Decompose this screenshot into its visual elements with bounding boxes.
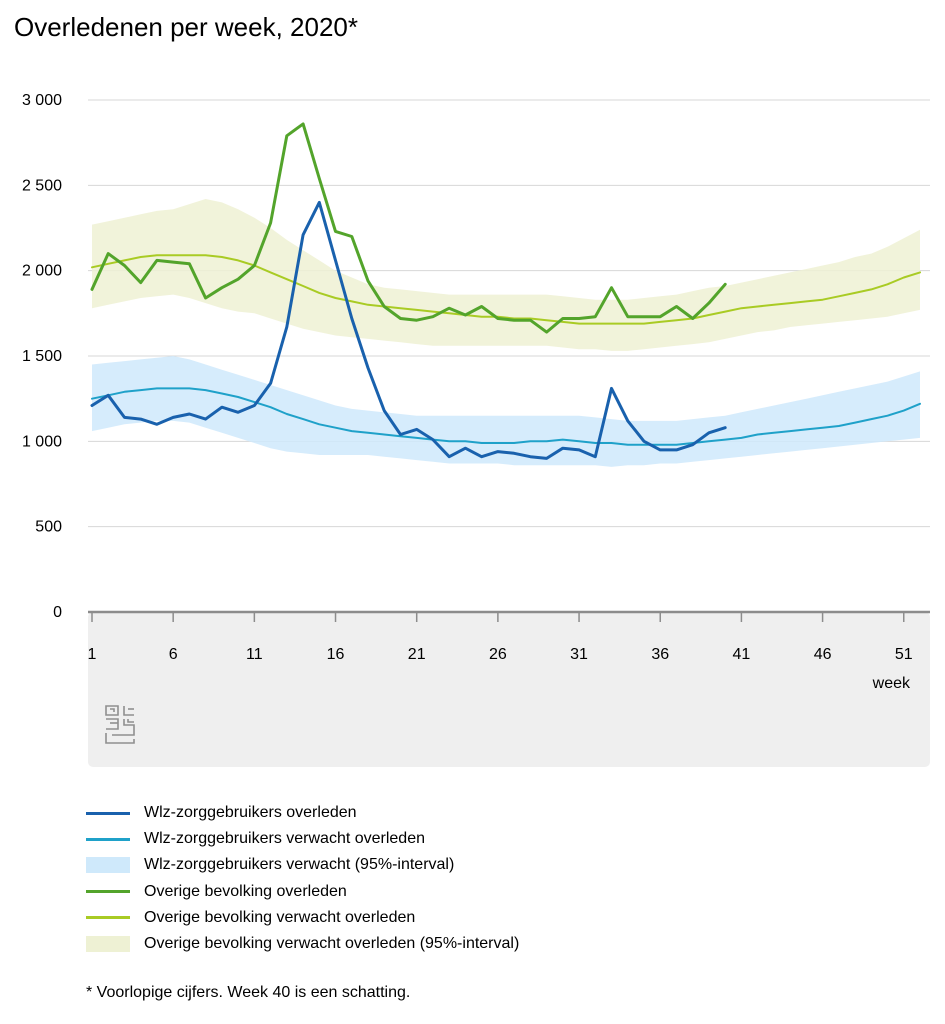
x-tick-label: 51 bbox=[895, 646, 913, 663]
legend-swatch bbox=[86, 936, 130, 953]
legend-swatch bbox=[86, 890, 130, 894]
confidence-band-2 bbox=[92, 356, 920, 467]
legend-label: Wlz-zorggebruikers verwacht overleden bbox=[144, 830, 425, 848]
x-tick-label: 26 bbox=[489, 646, 507, 663]
y-tick-label: 500 bbox=[35, 519, 62, 536]
y-tick-label: 3 000 bbox=[22, 92, 62, 109]
legend-label: Overige bevolking verwacht overleden bbox=[144, 908, 416, 926]
x-tick-label: 1 bbox=[88, 646, 97, 663]
x-tick-label: 21 bbox=[408, 646, 426, 663]
x-tick-label: 31 bbox=[570, 646, 588, 663]
x-tick-label: 41 bbox=[733, 646, 751, 663]
legend-item: Overige bevolking verwacht overleden (95… bbox=[86, 931, 519, 957]
footnote: * Voorlopige cijfers. Week 40 is een sch… bbox=[86, 984, 411, 1001]
series-line-wlz-observed bbox=[90, 200, 727, 460]
y-axis-ticks: 0 500 1 000 1 500 2 000 2 500 3 000 bbox=[22, 92, 62, 621]
legend-item: Overige bevolking overleden bbox=[86, 879, 519, 905]
legend-item: Wlz-zorggebruikers overleden bbox=[86, 800, 519, 826]
chart-bands bbox=[92, 199, 920, 467]
y-tick-label: 0 bbox=[53, 604, 62, 621]
x-axis-ticks: 1 6 11 16 21 26 31 36 41 46 51 bbox=[88, 612, 913, 663]
y-tick-label: 2 000 bbox=[22, 263, 62, 280]
x-tick-label: 36 bbox=[651, 646, 669, 663]
x-tick-label: 46 bbox=[814, 646, 832, 663]
legend-swatch bbox=[86, 837, 130, 841]
series-line-wlz-expected bbox=[91, 387, 921, 446]
chart-legend: Wlz-zorggebruikers overleden Wlz-zorggebr… bbox=[86, 800, 519, 957]
legend-label: Wlz-zorggebruikers verwacht (95%-interva… bbox=[144, 856, 455, 874]
legend-swatch bbox=[86, 916, 130, 920]
y-tick-label: 1 500 bbox=[22, 348, 62, 365]
legend-swatch bbox=[86, 857, 130, 874]
x-axis-label: week bbox=[872, 675, 911, 692]
x-tick-label: 16 bbox=[327, 646, 345, 663]
y-tick-label: 1 000 bbox=[22, 433, 62, 450]
legend-label: Wlz-zorggebruikers overleden bbox=[144, 804, 357, 822]
confidence-band-1 bbox=[92, 199, 920, 351]
x-tick-label: 6 bbox=[169, 646, 178, 663]
series-line-overig-observed bbox=[90, 122, 727, 334]
chart-series bbox=[90, 122, 921, 460]
cbs-logo-icon bbox=[105, 705, 135, 744]
legend-swatch bbox=[86, 811, 130, 815]
legend-label: Overige bevolking verwacht overleden (95… bbox=[144, 935, 520, 953]
legend-item: Wlz-zorggebruikers verwacht overleden bbox=[86, 826, 519, 852]
legend-item: Overige bevolking verwacht overleden bbox=[86, 905, 519, 931]
chart-title: Overledenen per week, 2020* bbox=[14, 12, 359, 42]
y-tick-label: 2 500 bbox=[22, 177, 62, 194]
legend-label: Overige bevolking overleden bbox=[144, 882, 347, 900]
series-line-overig-expected bbox=[91, 254, 921, 325]
chart-footer-panel bbox=[88, 612, 930, 767]
x-tick-label: 11 bbox=[246, 646, 263, 663]
legend-item: Wlz-zorggebruikers verwacht (95%-interva… bbox=[86, 852, 519, 878]
